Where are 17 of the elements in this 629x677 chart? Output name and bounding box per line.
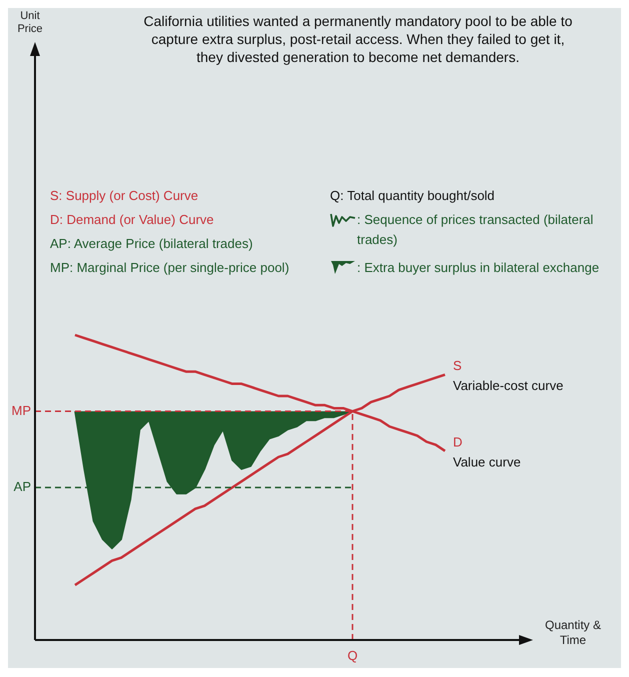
- series-label: S: [453, 358, 462, 374]
- text: Unit Price: [16, 10, 44, 36]
- text: Q: [347, 648, 358, 664]
- ref-line-label: MP: [12, 402, 31, 418]
- text: : Extra buyer surplus in bilateral exchange: [357, 259, 600, 277]
- series-label: D: [453, 434, 462, 450]
- text: S: Supply (or Cost) Curve: [50, 187, 200, 205]
- text: Quantity & Time: [544, 618, 602, 648]
- text: Q: Total quantity bought/sold: [330, 187, 496, 205]
- text: AP: Average Price (bilateral trades): [50, 235, 254, 253]
- ref-line-label: AP: [14, 479, 31, 494]
- text: MP: Marginal Price (per single-price pool): [50, 259, 290, 277]
- chart-title: California utilities wanted a permanently mandatory pool to be able to capture extra surplus, post-retail access. When they failed to get it, they divested generation to become net demanders.: [142, 12, 574, 66]
- text: D: Demand (or Value) Curve: [50, 211, 215, 229]
- text: : Sequence of prices transacted (bilateral trades): [357, 211, 594, 249]
- text: Value curve: [453, 454, 521, 470]
- text: Variable-cost curve: [453, 378, 564, 394]
